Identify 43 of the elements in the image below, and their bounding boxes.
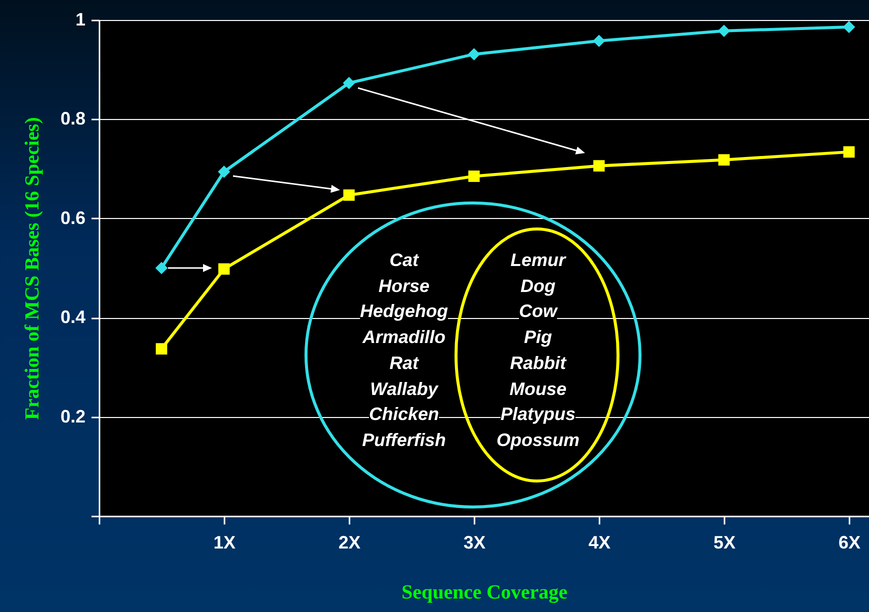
annotation: Lemur xyxy=(510,250,566,271)
annotation: Rat xyxy=(389,352,419,374)
point xyxy=(842,20,856,34)
annotation: Cow xyxy=(519,301,557,322)
x-tick-label: 4X xyxy=(588,532,611,552)
annotation: Cat xyxy=(389,250,419,271)
point xyxy=(718,24,730,38)
annotation: Horse xyxy=(378,276,430,297)
point xyxy=(718,154,730,166)
x-tick-label: 2X xyxy=(338,532,361,552)
y-tick-label: 1 xyxy=(75,10,86,30)
point xyxy=(343,189,355,201)
y-tick-label: 0.4 xyxy=(60,307,86,328)
point xyxy=(218,166,230,178)
y-axis-title: Fraction of MCS Bases (16 Species) xyxy=(21,117,44,420)
annotation: Hedgehog xyxy=(360,301,448,322)
annotation: Platypus xyxy=(500,404,576,426)
point xyxy=(218,263,230,275)
y-tick-label: 0.6 xyxy=(60,208,86,228)
y-tick-label: 0.8 xyxy=(60,108,86,129)
annotation: Dog xyxy=(520,276,556,297)
annotation: Chicken xyxy=(368,404,440,426)
point xyxy=(156,343,168,355)
x-axis-title: Sequence Coverage xyxy=(401,582,568,604)
point xyxy=(468,48,480,60)
point xyxy=(843,146,855,158)
point xyxy=(342,76,356,90)
x-tick-label: 1X xyxy=(213,532,236,552)
x-tick-label: 3X xyxy=(463,532,486,552)
point xyxy=(155,262,168,274)
annotation: Pig xyxy=(524,327,552,348)
x-tick-label: 6X xyxy=(838,532,861,552)
point xyxy=(592,34,606,47)
point xyxy=(593,160,605,172)
annotation: Pufferfish xyxy=(362,430,446,451)
annotation: Rabbit xyxy=(510,352,566,374)
point xyxy=(468,170,480,182)
x-tick-label: 5X xyxy=(713,532,736,552)
annotation: Opossum xyxy=(496,430,580,451)
y-tick-label: 0.2 xyxy=(60,406,86,426)
annotation: Wallaby xyxy=(370,378,438,400)
annotation: Armadillo xyxy=(362,327,446,348)
annotation: Mouse xyxy=(509,378,567,400)
